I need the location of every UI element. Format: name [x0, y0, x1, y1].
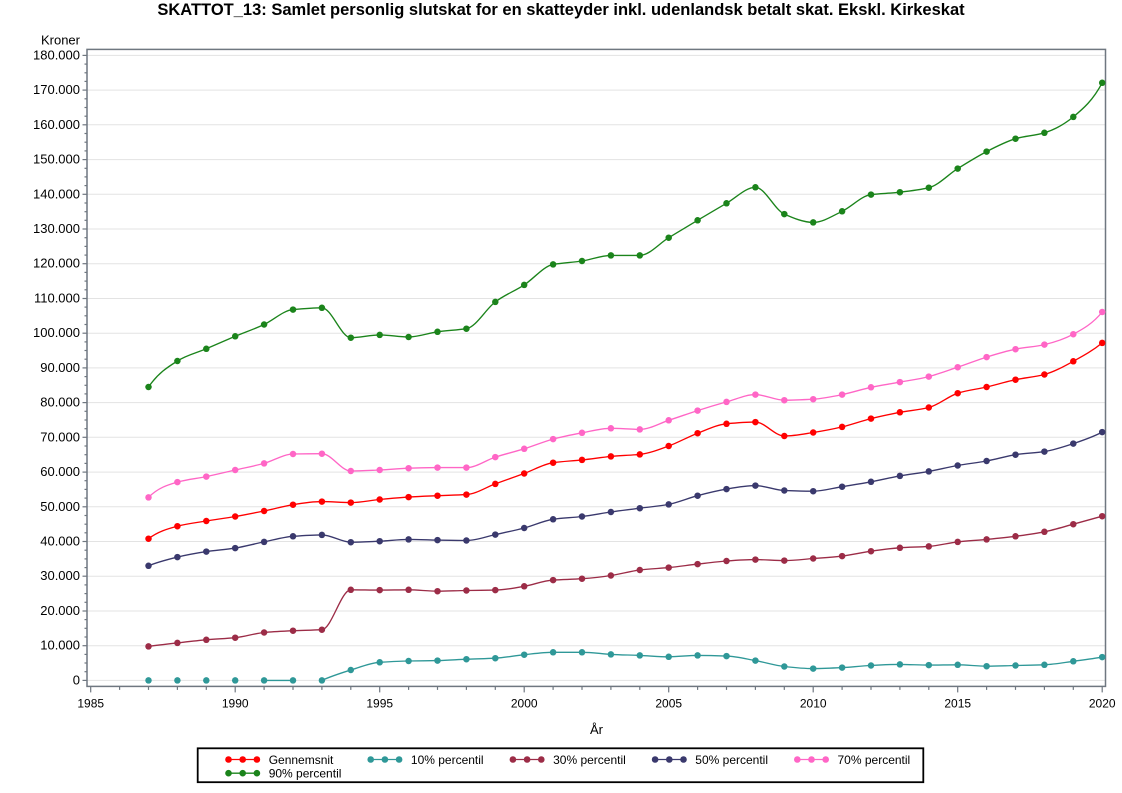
- svg-text:150.000: 150.000: [33, 152, 80, 167]
- svg-text:2000: 2000: [511, 697, 538, 711]
- svg-text:160.000: 160.000: [33, 117, 80, 132]
- svg-text:Kroner: Kroner: [41, 33, 81, 48]
- svg-text:2010: 2010: [800, 697, 827, 711]
- svg-text:10% percentil: 10% percentil: [411, 753, 484, 767]
- svg-text:90.000: 90.000: [40, 360, 80, 375]
- svg-text:70.000: 70.000: [40, 429, 80, 444]
- svg-text:10.000: 10.000: [40, 638, 80, 653]
- svg-text:70% percentil: 70% percentil: [838, 753, 911, 767]
- svg-text:SKATTOT_13: Samlet personlig s: SKATTOT_13: Samlet personlig slutskat fo…: [157, 1, 965, 19]
- svg-text:40.000: 40.000: [40, 534, 80, 549]
- svg-text:170.000: 170.000: [33, 82, 80, 97]
- svg-text:År: År: [590, 722, 604, 737]
- svg-text:Gennemsnit: Gennemsnit: [269, 753, 334, 767]
- svg-text:0: 0: [73, 672, 80, 687]
- svg-text:1990: 1990: [222, 697, 249, 711]
- svg-text:50% percentil: 50% percentil: [695, 753, 768, 767]
- svg-text:1995: 1995: [366, 697, 393, 711]
- svg-text:180.000: 180.000: [33, 47, 80, 62]
- svg-text:60.000: 60.000: [40, 464, 80, 479]
- svg-text:2005: 2005: [655, 697, 682, 711]
- svg-text:50.000: 50.000: [40, 499, 80, 514]
- svg-text:90% percentil: 90% percentil: [269, 767, 342, 781]
- svg-text:30% percentil: 30% percentil: [553, 753, 626, 767]
- svg-text:110.000: 110.000: [34, 291, 80, 306]
- svg-text:2020: 2020: [1089, 697, 1116, 711]
- svg-text:20.000: 20.000: [40, 603, 80, 618]
- svg-text:130.000: 130.000: [33, 221, 80, 236]
- svg-text:100.000: 100.000: [33, 325, 80, 340]
- svg-text:80.000: 80.000: [40, 395, 80, 410]
- svg-text:120.000: 120.000: [33, 256, 80, 271]
- svg-text:30.000: 30.000: [40, 568, 80, 583]
- svg-text:2015: 2015: [944, 697, 971, 711]
- svg-text:1985: 1985: [77, 697, 104, 711]
- svg-text:140.000: 140.000: [33, 186, 80, 201]
